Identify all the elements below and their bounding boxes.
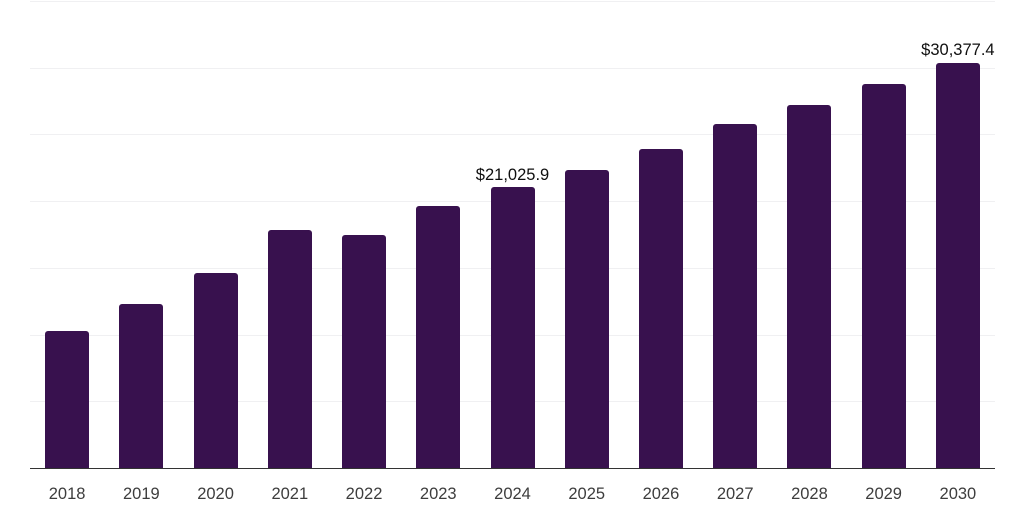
bar-2025 (564, 170, 609, 468)
x-tick-2019: 2019 (122, 485, 160, 503)
x-tick-2026: 2026 (642, 485, 680, 503)
x-tick-2023: 2023 (419, 485, 457, 503)
x-tick-2022: 2022 (345, 485, 383, 503)
x-tick-2025: 2025 (568, 485, 606, 503)
bar-2030 (935, 62, 980, 468)
data-label-2024: $21,025.9 (475, 165, 550, 184)
x-tick-2024: 2024 (494, 485, 531, 503)
bar-2019 (119, 304, 164, 468)
plot-area: $21,025.9 $30,377.4 (30, 1, 995, 469)
bar-2021 (267, 230, 312, 468)
x-tick-2030: 2030 (939, 485, 977, 503)
bar-2028 (787, 104, 832, 468)
gridline-35000 (30, 1, 995, 2)
bar-2022 (342, 235, 387, 468)
gridline-25000 (30, 134, 995, 136)
bar-2027 (713, 123, 758, 468)
x-tick-2018: 2018 (48, 485, 86, 503)
bar-2024 (490, 187, 535, 468)
x-tick-2020: 2020 (197, 485, 234, 503)
x-tick-2028: 2028 (791, 485, 828, 503)
bar-2026 (638, 148, 683, 468)
x-tick-2021: 2021 (271, 485, 309, 503)
x-tick-2027: 2027 (716, 485, 754, 503)
bar-2020 (193, 273, 238, 468)
bar-2023 (416, 205, 461, 468)
gridline-30000 (30, 67, 995, 69)
data-label-2030: $30,377.4 (921, 41, 995, 60)
bar-2018 (45, 330, 90, 468)
bar-2029 (861, 84, 906, 468)
x-tick-2029: 2029 (865, 485, 902, 503)
